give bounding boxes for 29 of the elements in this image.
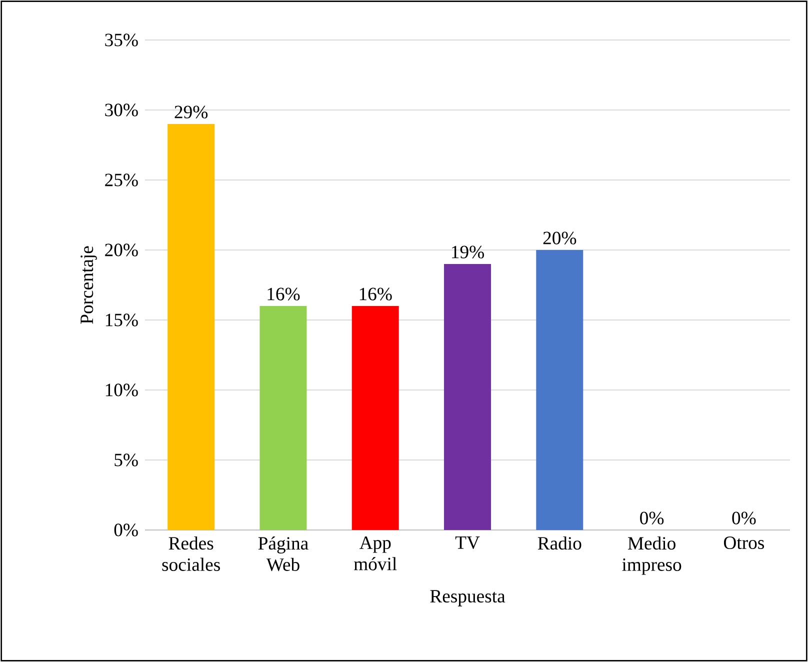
bar [168,124,215,530]
data-label: 19% [452,246,484,258]
y-axis-title: Porcentaje [80,246,97,324]
data-label: 16% [360,288,392,300]
x-axis-title: Respuesta [430,590,506,606]
y-tick-label: 35% [105,34,138,46]
bar [536,250,584,530]
y-tick-label: 5% [114,454,138,466]
y-tick-label: 0% [114,524,138,536]
data-label: 0% [732,512,756,524]
x-tick-label: Página Web [258,536,308,572]
x-tick-label: TV [455,536,480,550]
bar [260,306,307,530]
x-tick-label: Medio impreso [622,536,682,575]
data-label: 16% [268,288,300,300]
y-tick-label: 20% [105,244,138,256]
bar [444,264,492,530]
y-tick-label: 25% [105,174,138,186]
data-label: 20% [543,232,576,244]
y-tick-label: 10% [106,384,138,396]
data-label: 29% [174,106,208,118]
x-tick-label: Radio [538,536,582,550]
y-tick-label: 30% [105,104,138,116]
x-tick-label: App móvil [354,536,397,570]
x-tick-label: Otros [724,536,764,550]
x-tick-label: Redes sociales [162,536,220,571]
y-tick-label: 15% [106,314,138,326]
data-label: 0% [640,512,664,524]
bar [352,306,399,530]
